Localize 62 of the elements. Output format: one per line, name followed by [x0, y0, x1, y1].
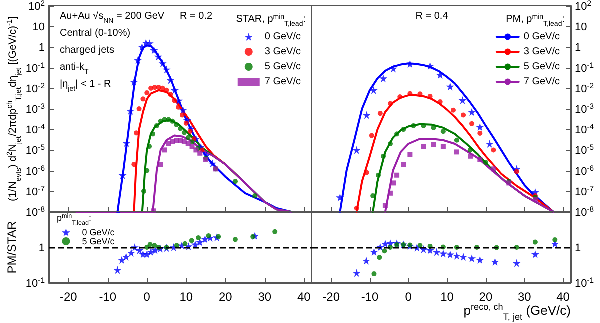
legend-label: 5 GeV/c — [524, 62, 560, 72]
legend-label: 0 GeV/c — [524, 32, 560, 42]
y-tick-label: 10$^{-4}$ — [575, 122, 595, 137]
y-tick-label: 10$^{-5}$ — [575, 142, 594, 158]
y-tick-label: 10$^{-7}$ — [575, 184, 594, 198]
y-tick-label: 1 — [38, 242, 45, 254]
legend-label: 5 GeV/c — [82, 236, 116, 246]
x-tick-label: 40 — [297, 290, 312, 304]
x-tick-label: 20 — [479, 290, 493, 304]
legend-title: p$^{min}$$_{T,lead}$: — [57, 212, 92, 226]
legend-label: 3 GeV/c — [524, 46, 560, 58]
x-tick-label: 20 — [218, 290, 233, 304]
annotation: Au+Au √s$_{NN}$ = 200 GeV — [60, 11, 165, 24]
x-tick-label: -10 — [99, 290, 117, 304]
y-tick-label: 10$^{-8}$ — [26, 204, 45, 219]
x-tick-label: -20 — [60, 290, 78, 304]
x-tick-label: 0 — [405, 290, 412, 304]
legend-label: 3 GeV/c — [264, 46, 302, 58]
annotation: R = 0.2 — [180, 11, 213, 22]
y-tick-label: 1 — [575, 242, 582, 254]
x-tick-label: 30 — [518, 290, 532, 304]
y-tick-label: 10$^{-1}$ — [575, 60, 594, 75]
x-tick-label: -10 — [361, 290, 379, 304]
y-tick-label: 10$^{-1}$ — [575, 276, 594, 290]
legend-label: 7 GeV/c — [264, 76, 302, 88]
annotation: R = 0.4 — [416, 11, 449, 22]
legend-title: STAR, p$^{min}$$_{T,lead}$: — [236, 12, 306, 28]
y-tick-label: 10$^{-8}$ — [575, 204, 594, 219]
y-tick-label: 10$^{-3}$ — [26, 102, 45, 116]
annotation: |η$_{jet}$| < 1 - R — [60, 79, 112, 92]
x-tick-label: 30 — [258, 290, 272, 304]
legend-label: 7 GeV/c — [524, 76, 560, 88]
y-tick-label: 10$^{-7}$ — [26, 184, 45, 198]
x-axis-title: p$^{reco, ch}$$_{T, jet}$ (GeV/c) — [464, 302, 571, 322]
y-tick-label: 10$^{-5}$ — [26, 142, 45, 158]
annotation: charged jets — [60, 45, 114, 56]
legend-title: PM, p$^{min}$$_{T,lead}$: — [506, 12, 565, 28]
y-tick-label: 10$^{-6}$ — [575, 163, 594, 178]
x-tick-label: 40 — [556, 290, 570, 304]
y-tick-label: 10$^{-2}$ — [26, 80, 45, 96]
x-tick-label: -20 — [322, 290, 340, 304]
y-tick-label: 10 — [575, 22, 588, 34]
y-tick-label: 10$^{2}$ — [575, 0, 592, 13]
y-tick-label: 10$^{-1}$ — [26, 276, 45, 290]
annotation: Central (0-10%) — [60, 28, 131, 39]
y-tick-label: 10$^{-1}$ — [26, 60, 45, 75]
y-axis-title: PM/STAR — [5, 220, 19, 274]
y-tick-label: 10$^{-6}$ — [26, 163, 45, 178]
y-tick-label: 10$^{2}$ — [28, 0, 45, 13]
legend-label: 0 GeV/c — [82, 228, 116, 238]
y-tick-label: 10 — [32, 22, 45, 34]
x-tick-label: 0 — [144, 290, 151, 304]
y-tick-label: 10$^{-3}$ — [575, 102, 594, 116]
legend-label: 0 GeV/c — [264, 32, 302, 42]
x-tick-label: 10 — [440, 290, 454, 304]
y-tick-label: 1 — [575, 42, 582, 54]
annotation: anti-k$_{T}$ — [60, 62, 90, 76]
legend-label: 5 GeV/c — [264, 62, 302, 72]
y-tick-label: 1 — [38, 42, 45, 54]
x-tick-label: 10 — [180, 290, 194, 304]
y-tick-label: 10$^{-2}$ — [575, 80, 594, 96]
y-tick-label: 10$^{-4}$ — [26, 122, 46, 137]
